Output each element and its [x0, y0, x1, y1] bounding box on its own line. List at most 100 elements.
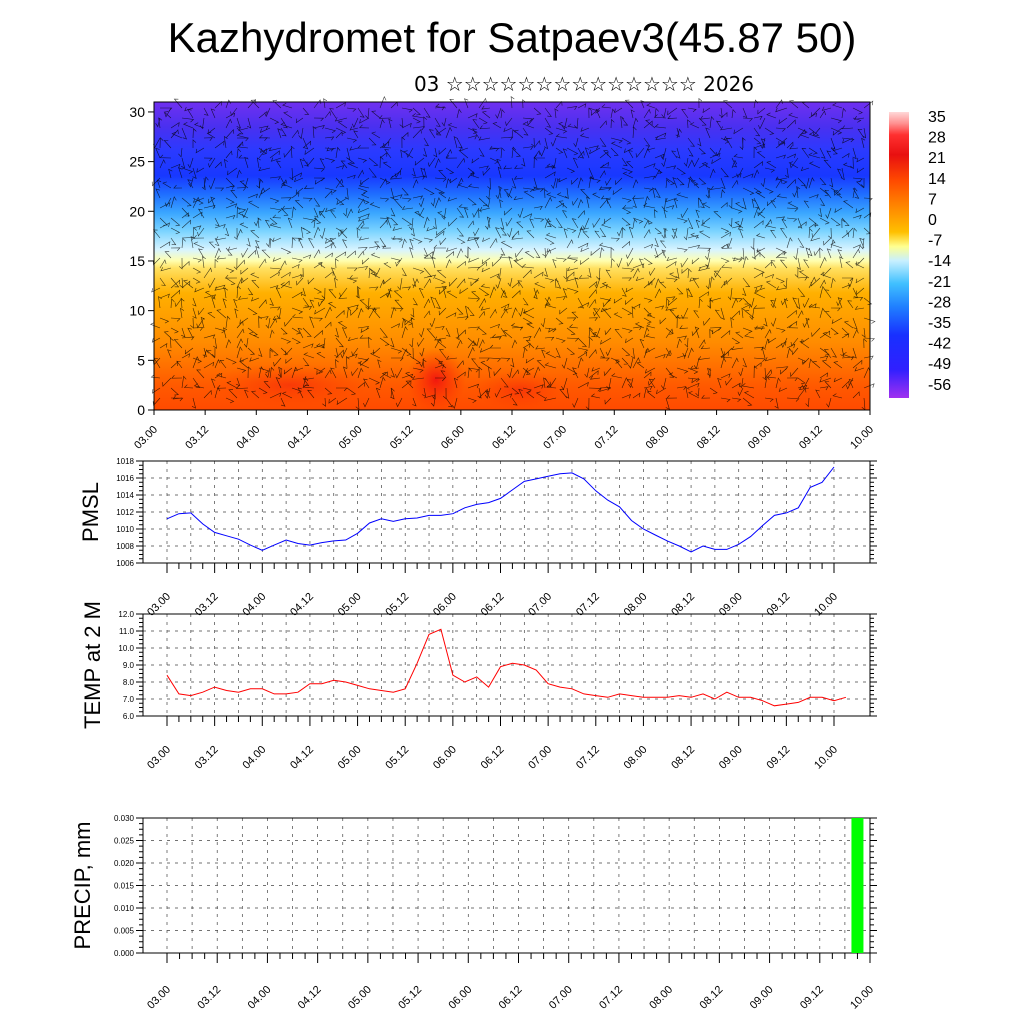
wind-barb	[589, 375, 601, 380]
wind-barb	[735, 202, 744, 209]
wind-barb	[409, 238, 414, 249]
wind-barb	[587, 267, 592, 278]
y-tick-label: 1012	[116, 508, 134, 517]
wind-barb	[316, 367, 326, 376]
wind-barb	[741, 307, 746, 319]
colorbar-label: 14	[928, 171, 946, 188]
wind-barb	[663, 227, 668, 239]
wind-barb	[456, 339, 463, 349]
wind-barb	[315, 343, 326, 349]
wind-barb	[243, 337, 249, 348]
wind-barb	[779, 228, 788, 239]
wind-barb	[863, 337, 875, 342]
wind-barb	[617, 227, 623, 237]
wind-barb	[676, 192, 689, 199]
wind-barb	[522, 310, 535, 319]
x-tick-label: 03.12	[183, 424, 211, 452]
wind-barb	[291, 172, 303, 179]
wind-barb	[546, 384, 557, 389]
wind-barb	[802, 317, 810, 328]
wind-barb	[830, 137, 836, 150]
wind-barb	[770, 200, 777, 209]
wind-barb	[562, 148, 568, 159]
wind-barb	[861, 137, 866, 149]
y-tick-label: 9.0	[123, 661, 135, 670]
wind-barb	[723, 347, 733, 357]
wind-barb	[181, 280, 191, 289]
wind-barb	[646, 323, 656, 329]
wind-barb	[632, 126, 637, 139]
wind-barb	[665, 197, 678, 203]
wind-barb	[280, 327, 288, 335]
wind-barb	[545, 351, 557, 359]
wind-barb	[170, 279, 180, 289]
wind-barb	[489, 237, 498, 249]
wind-barb	[269, 207, 282, 213]
wind-barb	[707, 367, 712, 379]
wind-barb	[775, 247, 788, 255]
wind-barb	[796, 185, 801, 199]
wind-barb	[863, 100, 874, 109]
wind-barb	[434, 286, 447, 290]
wind-barb	[577, 242, 589, 249]
wind-barb	[170, 397, 184, 402]
wind-barb	[401, 205, 414, 210]
wind-barb	[360, 327, 370, 333]
wind-barb	[281, 391, 293, 399]
wind-barb	[544, 165, 555, 170]
wind-barb	[780, 337, 788, 348]
wind-barb	[478, 147, 485, 157]
wind-barb	[163, 331, 172, 339]
wind-barb	[632, 392, 641, 399]
wind-barb	[400, 149, 405, 159]
wind-barb	[525, 357, 535, 364]
wind-barb	[544, 171, 556, 179]
wind-barb	[841, 217, 850, 226]
wind-barb	[623, 147, 634, 154]
wind-barb	[368, 167, 377, 178]
wind-barb	[225, 118, 233, 129]
wind-barb	[192, 167, 197, 179]
wind-barb	[390, 323, 400, 329]
wind-barb	[764, 261, 772, 269]
wind-barb	[654, 153, 665, 159]
wind-barb	[208, 197, 216, 204]
wind-barb	[283, 367, 293, 375]
wind-barb	[778, 117, 788, 125]
wind-barb	[478, 327, 487, 335]
wind-barb	[775, 340, 787, 349]
wind-barb	[281, 205, 293, 210]
wind-barb	[192, 307, 197, 319]
wind-barb	[194, 287, 205, 293]
wind-barb	[427, 157, 436, 168]
wind-barb	[472, 128, 480, 139]
wind-barb	[691, 377, 700, 384]
x-tick-label: 07.12	[574, 744, 602, 772]
wind-barb	[226, 381, 238, 389]
wind-barb	[423, 278, 432, 289]
wind-barb	[625, 297, 634, 306]
colorbar-label: -42	[928, 336, 951, 353]
wind-barb	[346, 277, 358, 284]
wind-barb	[529, 218, 535, 229]
wind-barb	[170, 298, 175, 309]
wind-barb	[594, 327, 601, 338]
wind-barb	[298, 127, 304, 140]
wind-barb	[390, 217, 399, 226]
wind-barb	[272, 257, 282, 262]
wind-barb	[386, 216, 392, 229]
wind-barb	[324, 157, 336, 163]
wind-barb	[852, 359, 863, 369]
wind-barb	[654, 247, 659, 258]
wind-barb	[247, 249, 256, 259]
wind-barb	[324, 187, 337, 194]
wind-barb	[614, 329, 623, 339]
wind-barb	[707, 367, 711, 377]
wind-barb	[704, 247, 711, 261]
wind-barb	[715, 120, 722, 129]
precip-bar	[851, 818, 864, 953]
wind-barb	[302, 357, 310, 366]
wind-barb	[340, 160, 348, 169]
wind-barb	[604, 327, 612, 336]
wind-barb	[830, 239, 836, 249]
